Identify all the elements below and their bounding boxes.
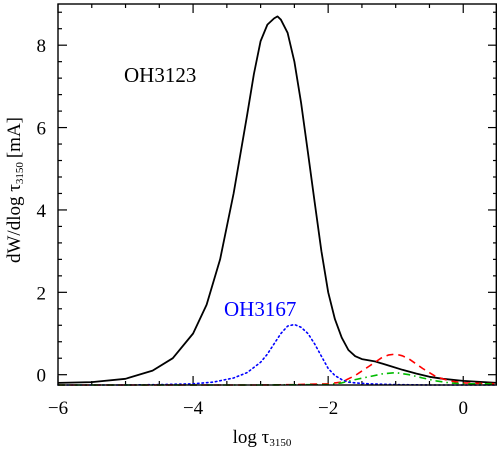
x-axis-title-sub: 3150 <box>269 437 292 449</box>
plot-border <box>57 3 497 386</box>
y-tick-label: 6 <box>37 119 47 140</box>
x-axis-title-main: log τ <box>233 427 270 448</box>
series-lines <box>57 15 497 386</box>
plot-frame <box>57 3 497 386</box>
x-tick-label: −6 <box>48 398 68 419</box>
y-axis-title-main: dW/dlog τ <box>4 184 25 263</box>
series-line-dashdot <box>58 371 497 386</box>
y-axis-title-sub: 3150 <box>14 162 26 185</box>
x-tick-label: 0 <box>458 398 468 419</box>
x-tick-label: −4 <box>183 398 204 419</box>
ticks: −6 −4 −2 0 0 2 4 6 8 <box>37 4 497 419</box>
y-axis-title: dW/dlog τ3150 [mA] <box>4 117 26 263</box>
series-line-solid <box>57 15 497 384</box>
annotation-oh3167: OH3167 <box>224 297 296 321</box>
y-axis-title-unit: [mA] <box>4 117 25 158</box>
y-tick-label: 2 <box>37 283 47 304</box>
x-axis-title: log τ3150 <box>233 427 292 449</box>
x-tick-label: −2 <box>318 398 338 419</box>
y-tick-label: 8 <box>37 36 47 57</box>
annotation-oh3123: OH3123 <box>124 63 196 87</box>
y-tick-label: 4 <box>37 201 47 222</box>
y-tick-label: 0 <box>37 366 47 387</box>
series-line-dotted <box>57 323 497 386</box>
